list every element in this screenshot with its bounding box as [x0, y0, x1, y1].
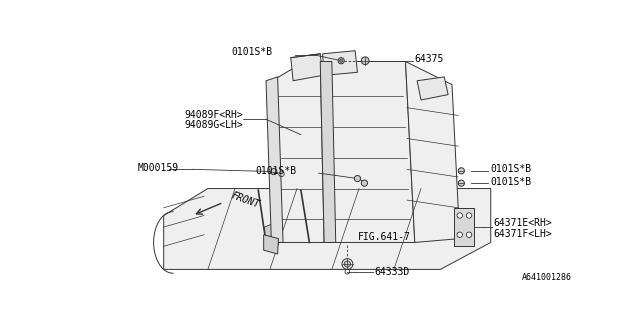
- Text: 0101S*B: 0101S*B: [256, 166, 297, 176]
- Text: 64375: 64375: [415, 54, 444, 64]
- Text: 0101S*B: 0101S*B: [231, 47, 272, 57]
- Text: 0101S*B: 0101S*B: [490, 177, 531, 187]
- Polygon shape: [164, 188, 491, 269]
- Circle shape: [355, 175, 360, 182]
- Circle shape: [458, 180, 465, 186]
- Circle shape: [458, 168, 465, 174]
- Circle shape: [362, 180, 367, 186]
- Circle shape: [338, 58, 344, 64]
- Circle shape: [457, 213, 463, 218]
- Circle shape: [467, 213, 472, 218]
- Text: 64371F<LH>: 64371F<LH>: [494, 229, 552, 239]
- Circle shape: [457, 232, 463, 237]
- Text: 0101S*B: 0101S*B: [490, 164, 531, 174]
- Polygon shape: [406, 61, 460, 243]
- Polygon shape: [266, 77, 283, 243]
- Text: 94089F<RH>: 94089F<RH>: [184, 110, 243, 120]
- Circle shape: [362, 57, 369, 65]
- Circle shape: [340, 59, 343, 62]
- Circle shape: [467, 232, 472, 237]
- Polygon shape: [272, 61, 415, 243]
- Polygon shape: [291, 54, 323, 81]
- Text: M000159: M000159: [138, 163, 179, 173]
- Text: 94089G<LH>: 94089G<LH>: [184, 120, 243, 130]
- Text: 64371E<RH>: 64371E<RH>: [494, 218, 552, 228]
- Polygon shape: [323, 51, 358, 75]
- Polygon shape: [264, 235, 278, 254]
- Circle shape: [344, 261, 351, 267]
- Text: A641001286: A641001286: [522, 273, 572, 282]
- Polygon shape: [454, 208, 474, 246]
- Text: 64333D: 64333D: [374, 267, 410, 277]
- Polygon shape: [417, 77, 448, 100]
- Text: FRONT: FRONT: [230, 190, 260, 210]
- Polygon shape: [264, 223, 275, 243]
- Circle shape: [271, 169, 277, 175]
- Text: FIG.641-7: FIG.641-7: [358, 232, 410, 242]
- Polygon shape: [320, 61, 336, 243]
